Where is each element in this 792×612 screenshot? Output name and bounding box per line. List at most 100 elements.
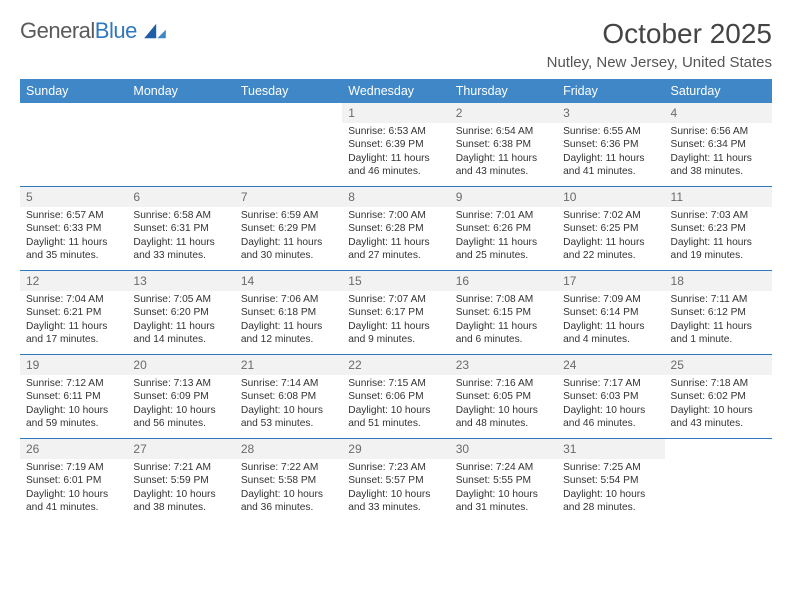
day-details: Sunrise: 6:53 AMSunset: 6:39 PMDaylight:…: [342, 123, 449, 186]
sunrise-text: Sunrise: 7:02 AM: [563, 209, 658, 222]
daylight-text: Daylight: 10 hours and 33 minutes.: [348, 488, 443, 515]
month-title: October 2025: [602, 18, 772, 50]
day-header: Saturday: [665, 79, 772, 103]
daylight-text: Daylight: 11 hours and 4 minutes.: [563, 320, 658, 347]
calendar-cell: 3Sunrise: 6:55 AMSunset: 6:36 PMDaylight…: [557, 103, 664, 187]
sunset-text: Sunset: 5:59 PM: [133, 474, 228, 487]
day-details: Sunrise: 7:16 AMSunset: 6:05 PMDaylight:…: [450, 375, 557, 438]
sunrise-text: Sunrise: 7:07 AM: [348, 293, 443, 306]
day-details: Sunrise: 7:01 AMSunset: 6:26 PMDaylight:…: [450, 207, 557, 270]
day-header: Monday: [127, 79, 234, 103]
calendar-cell: 19Sunrise: 7:12 AMSunset: 6:11 PMDayligh…: [20, 355, 127, 439]
calendar-cell: 11Sunrise: 7:03 AMSunset: 6:23 PMDayligh…: [665, 187, 772, 271]
daylight-text: Daylight: 11 hours and 9 minutes.: [348, 320, 443, 347]
day-details: Sunrise: 7:02 AMSunset: 6:25 PMDaylight:…: [557, 207, 664, 270]
location-text: Nutley, New Jersey, United States: [20, 54, 772, 71]
day-number: 21: [235, 355, 342, 375]
calendar-cell: 8Sunrise: 7:00 AMSunset: 6:28 PMDaylight…: [342, 187, 449, 271]
day-number: 23: [450, 355, 557, 375]
calendar-week: 5Sunrise: 6:57 AMSunset: 6:33 PMDaylight…: [20, 187, 772, 271]
sunrise-text: Sunrise: 7:22 AM: [241, 461, 336, 474]
sunrise-text: Sunrise: 7:01 AM: [456, 209, 551, 222]
daylight-text: Daylight: 11 hours and 17 minutes.: [26, 320, 121, 347]
daylight-text: Daylight: 11 hours and 22 minutes.: [563, 236, 658, 263]
calendar-cell: 16Sunrise: 7:08 AMSunset: 6:15 PMDayligh…: [450, 271, 557, 355]
daylight-text: Daylight: 10 hours and 48 minutes.: [456, 404, 551, 431]
day-number: 17: [557, 271, 664, 291]
sunrise-text: Sunrise: 6:57 AM: [26, 209, 121, 222]
day-details: Sunrise: 7:15 AMSunset: 6:06 PMDaylight:…: [342, 375, 449, 438]
day-details: Sunrise: 7:25 AMSunset: 5:54 PMDaylight:…: [557, 459, 664, 522]
calendar-cell: 5Sunrise: 6:57 AMSunset: 6:33 PMDaylight…: [20, 187, 127, 271]
day-number: 1: [342, 103, 449, 123]
calendar-cell: 4Sunrise: 6:56 AMSunset: 6:34 PMDaylight…: [665, 103, 772, 187]
calendar-cell: 7Sunrise: 6:59 AMSunset: 6:29 PMDaylight…: [235, 187, 342, 271]
day-number: 16: [450, 271, 557, 291]
calendar-cell: 26Sunrise: 7:19 AMSunset: 6:01 PMDayligh…: [20, 439, 127, 523]
calendar-cell: .: [665, 439, 772, 523]
calendar-week: 12Sunrise: 7:04 AMSunset: 6:21 PMDayligh…: [20, 271, 772, 355]
daylight-text: Daylight: 10 hours and 38 minutes.: [133, 488, 228, 515]
sunset-text: Sunset: 6:03 PM: [563, 390, 658, 403]
daylight-text: Daylight: 10 hours and 56 minutes.: [133, 404, 228, 431]
day-number: 10: [557, 187, 664, 207]
calendar-cell: 24Sunrise: 7:17 AMSunset: 6:03 PMDayligh…: [557, 355, 664, 439]
daylight-text: Daylight: 10 hours and 46 minutes.: [563, 404, 658, 431]
calendar-cell: .: [235, 103, 342, 187]
sunset-text: Sunset: 6:26 PM: [456, 222, 551, 235]
daylight-text: Daylight: 10 hours and 43 minutes.: [671, 404, 766, 431]
calendar-cell: 27Sunrise: 7:21 AMSunset: 5:59 PMDayligh…: [127, 439, 234, 523]
day-number: 18: [665, 271, 772, 291]
sunrise-text: Sunrise: 7:06 AM: [241, 293, 336, 306]
daylight-text: Daylight: 11 hours and 30 minutes.: [241, 236, 336, 263]
day-number: 2: [450, 103, 557, 123]
sunset-text: Sunset: 6:11 PM: [26, 390, 121, 403]
sunset-text: Sunset: 6:06 PM: [348, 390, 443, 403]
calendar-cell: 15Sunrise: 7:07 AMSunset: 6:17 PMDayligh…: [342, 271, 449, 355]
daylight-text: Daylight: 10 hours and 36 minutes.: [241, 488, 336, 515]
day-header: Wednesday: [342, 79, 449, 103]
sunrise-text: Sunrise: 7:08 AM: [456, 293, 551, 306]
calendar-cell: 10Sunrise: 7:02 AMSunset: 6:25 PMDayligh…: [557, 187, 664, 271]
calendar-cell: 12Sunrise: 7:04 AMSunset: 6:21 PMDayligh…: [20, 271, 127, 355]
sunset-text: Sunset: 6:18 PM: [241, 306, 336, 319]
day-details: Sunrise: 7:23 AMSunset: 5:57 PMDaylight:…: [342, 459, 449, 522]
day-details: Sunrise: 7:05 AMSunset: 6:20 PMDaylight:…: [127, 291, 234, 354]
day-number: 9: [450, 187, 557, 207]
day-details: [127, 123, 234, 175]
sunset-text: Sunset: 6:17 PM: [348, 306, 443, 319]
day-number: 28: [235, 439, 342, 459]
calendar-body: ...1Sunrise: 6:53 AMSunset: 6:39 PMDayli…: [20, 103, 772, 522]
day-number: 14: [235, 271, 342, 291]
sunset-text: Sunset: 6:20 PM: [133, 306, 228, 319]
day-details: Sunrise: 7:14 AMSunset: 6:08 PMDaylight:…: [235, 375, 342, 438]
sunset-text: Sunset: 6:31 PM: [133, 222, 228, 235]
day-header: Tuesday: [235, 79, 342, 103]
sunset-text: Sunset: 5:58 PM: [241, 474, 336, 487]
calendar-cell: 21Sunrise: 7:14 AMSunset: 6:08 PMDayligh…: [235, 355, 342, 439]
day-number: 4: [665, 103, 772, 123]
day-details: Sunrise: 7:12 AMSunset: 6:11 PMDaylight:…: [20, 375, 127, 438]
sunrise-text: Sunrise: 7:13 AM: [133, 377, 228, 390]
day-header: Sunday: [20, 79, 127, 103]
sunrise-text: Sunrise: 7:16 AM: [456, 377, 551, 390]
daylight-text: Daylight: 11 hours and 1 minute.: [671, 320, 766, 347]
day-details: Sunrise: 7:13 AMSunset: 6:09 PMDaylight:…: [127, 375, 234, 438]
day-details: Sunrise: 7:09 AMSunset: 6:14 PMDaylight:…: [557, 291, 664, 354]
day-details: Sunrise: 7:03 AMSunset: 6:23 PMDaylight:…: [665, 207, 772, 270]
sail-icon: [143, 22, 167, 40]
day-details: Sunrise: 7:11 AMSunset: 6:12 PMDaylight:…: [665, 291, 772, 354]
daylight-text: Daylight: 10 hours and 59 minutes.: [26, 404, 121, 431]
calendar-week: 19Sunrise: 7:12 AMSunset: 6:11 PMDayligh…: [20, 355, 772, 439]
day-number: 25: [665, 355, 772, 375]
daylight-text: Daylight: 10 hours and 28 minutes.: [563, 488, 658, 515]
sunrise-text: Sunrise: 7:12 AM: [26, 377, 121, 390]
sunset-text: Sunset: 6:15 PM: [456, 306, 551, 319]
day-number: 6: [127, 187, 234, 207]
sunset-text: Sunset: 6:21 PM: [26, 306, 121, 319]
day-details: Sunrise: 7:06 AMSunset: 6:18 PMDaylight:…: [235, 291, 342, 354]
day-header: Friday: [557, 79, 664, 103]
day-details: Sunrise: 6:54 AMSunset: 6:38 PMDaylight:…: [450, 123, 557, 186]
day-number: 27: [127, 439, 234, 459]
sunset-text: Sunset: 6:36 PM: [563, 138, 658, 151]
